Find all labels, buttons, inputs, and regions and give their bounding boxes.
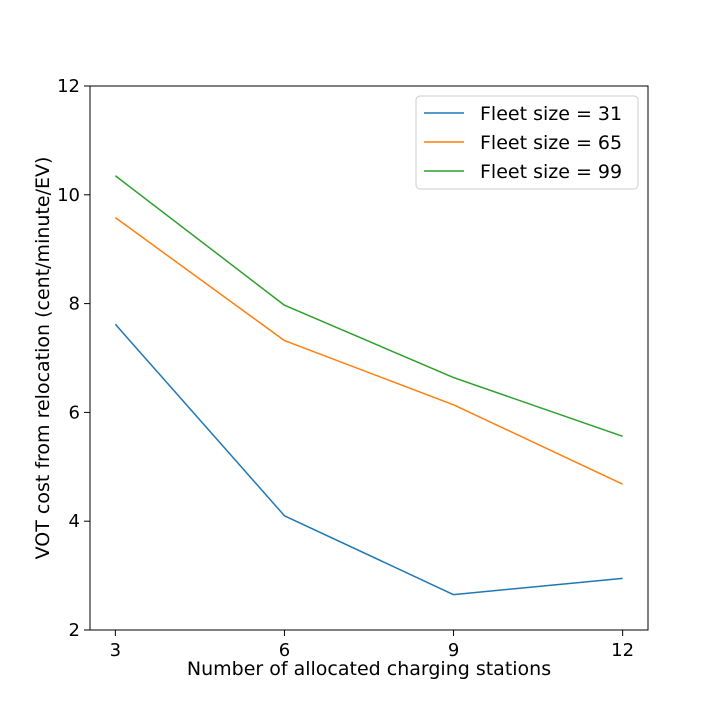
- x-tick-label: 3: [110, 640, 121, 661]
- x-axis-label: Number of allocated charging stations: [187, 658, 551, 680]
- plot-frame: [89, 85, 649, 631]
- y-tick-label: 12: [57, 76, 80, 97]
- series-line-2: [114, 217, 623, 485]
- series-line-3: [114, 175, 623, 438]
- legend-label-3: Fleet size = 99: [480, 161, 622, 183]
- y-tick-label: 2: [69, 620, 80, 641]
- x-tick-label: 12: [611, 640, 634, 661]
- legend: Fleet size = 31 Fleet size = 65 Fleet size…: [415, 95, 639, 190]
- legend-box: [415, 95, 639, 190]
- y-axis-label: VOT cost from relocation (cent/minute/EV…: [32, 157, 54, 560]
- y-tick-label: 8: [69, 294, 80, 315]
- y-tick-label: 10: [57, 185, 80, 206]
- x-axis: 3 6 9 12: [110, 630, 634, 661]
- series-line-1: [114, 323, 623, 596]
- y-tick-label: 4: [69, 511, 80, 532]
- y-axis: 2 4 6 8 10 12: [57, 76, 90, 641]
- legend-label-1: Fleet size = 31: [480, 103, 622, 125]
- x-tick-label: 9: [448, 640, 459, 661]
- y-tick-label: 6: [69, 402, 80, 423]
- x-tick-label: 6: [279, 640, 290, 661]
- legend-label-2: Fleet size = 65: [480, 132, 622, 154]
- series-layer: [114, 175, 623, 596]
